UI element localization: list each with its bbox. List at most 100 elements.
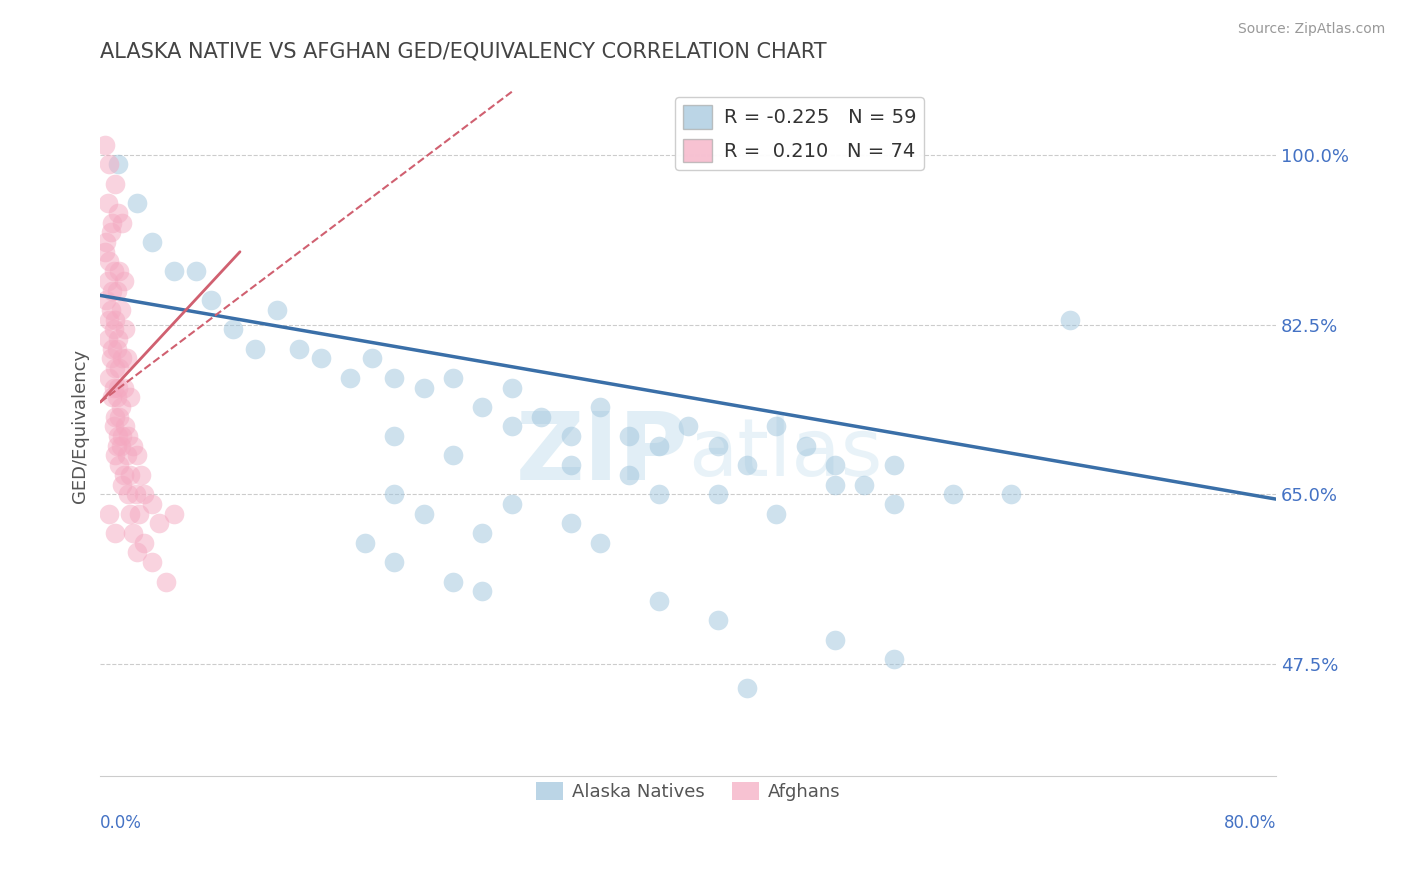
Point xyxy=(105,342,128,356)
Point xyxy=(163,264,186,278)
Point xyxy=(560,429,582,443)
Point xyxy=(221,322,243,336)
Point xyxy=(163,507,186,521)
Point xyxy=(883,458,905,472)
Point xyxy=(824,477,846,491)
Point xyxy=(127,449,149,463)
Point xyxy=(117,487,139,501)
Point xyxy=(101,216,124,230)
Point xyxy=(382,429,405,443)
Point xyxy=(114,419,136,434)
Point xyxy=(94,138,117,153)
Point xyxy=(118,390,141,404)
Point xyxy=(648,487,671,501)
Point xyxy=(501,419,523,434)
Point xyxy=(501,380,523,394)
Point xyxy=(112,380,135,394)
Point xyxy=(97,332,120,346)
Point xyxy=(501,497,523,511)
Point xyxy=(115,351,138,366)
Point xyxy=(96,293,118,308)
Point xyxy=(382,371,405,385)
Point xyxy=(706,487,728,501)
Point xyxy=(118,467,141,482)
Point xyxy=(441,449,464,463)
Point xyxy=(309,351,332,366)
Point xyxy=(105,284,128,298)
Point xyxy=(382,555,405,569)
Point xyxy=(103,264,125,278)
Point xyxy=(853,477,876,491)
Point xyxy=(287,342,309,356)
Point xyxy=(111,351,134,366)
Point xyxy=(382,487,405,501)
Point xyxy=(104,312,127,326)
Point xyxy=(131,467,153,482)
Point xyxy=(104,526,127,541)
Point xyxy=(100,303,122,318)
Point xyxy=(471,400,494,414)
Point xyxy=(98,507,121,521)
Point xyxy=(648,594,671,608)
Point xyxy=(134,487,156,501)
Point xyxy=(107,429,129,443)
Point xyxy=(127,545,149,559)
Point xyxy=(412,507,434,521)
Point xyxy=(96,235,118,249)
Point xyxy=(560,458,582,472)
Point xyxy=(441,574,464,589)
Point xyxy=(619,429,641,443)
Point xyxy=(94,244,117,259)
Point xyxy=(706,613,728,627)
Point xyxy=(110,439,132,453)
Point xyxy=(98,254,121,268)
Point xyxy=(765,419,787,434)
Point xyxy=(243,342,266,356)
Text: ALASKA NATIVE VS AFGHAN GED/EQUIVALENCY CORRELATION CHART: ALASKA NATIVE VS AFGHAN GED/EQUIVALENCY … xyxy=(100,42,827,62)
Point xyxy=(1059,312,1081,326)
Point xyxy=(124,487,146,501)
Point xyxy=(101,284,124,298)
Point xyxy=(530,409,553,424)
Point xyxy=(101,390,124,404)
Point xyxy=(266,303,288,318)
Point xyxy=(104,177,127,191)
Point xyxy=(108,458,131,472)
Text: 0.0%: 0.0% xyxy=(100,814,142,832)
Point xyxy=(141,555,163,569)
Point xyxy=(108,361,131,376)
Point xyxy=(104,409,127,424)
Point xyxy=(97,274,120,288)
Point xyxy=(103,380,125,394)
Point xyxy=(589,400,612,414)
Point xyxy=(883,652,905,666)
Point xyxy=(361,351,384,366)
Point xyxy=(942,487,965,501)
Point xyxy=(107,332,129,346)
Point xyxy=(883,497,905,511)
Point xyxy=(111,477,134,491)
Point xyxy=(412,380,434,394)
Text: Source: ZipAtlas.com: Source: ZipAtlas.com xyxy=(1237,22,1385,37)
Point xyxy=(107,206,129,220)
Point xyxy=(103,419,125,434)
Point xyxy=(115,449,138,463)
Point xyxy=(824,632,846,647)
Point xyxy=(104,449,127,463)
Point xyxy=(735,458,758,472)
Point xyxy=(114,322,136,336)
Point xyxy=(155,574,177,589)
Point xyxy=(118,507,141,521)
Point xyxy=(107,380,129,394)
Point xyxy=(471,584,494,599)
Point xyxy=(794,439,817,453)
Point xyxy=(97,196,120,211)
Point xyxy=(111,216,134,230)
Point xyxy=(676,419,699,434)
Y-axis label: GED/Equivalency: GED/Equivalency xyxy=(72,350,89,503)
Point xyxy=(100,226,122,240)
Text: 80.0%: 80.0% xyxy=(1223,814,1277,832)
Point xyxy=(141,235,163,249)
Point xyxy=(648,439,671,453)
Point xyxy=(765,507,787,521)
